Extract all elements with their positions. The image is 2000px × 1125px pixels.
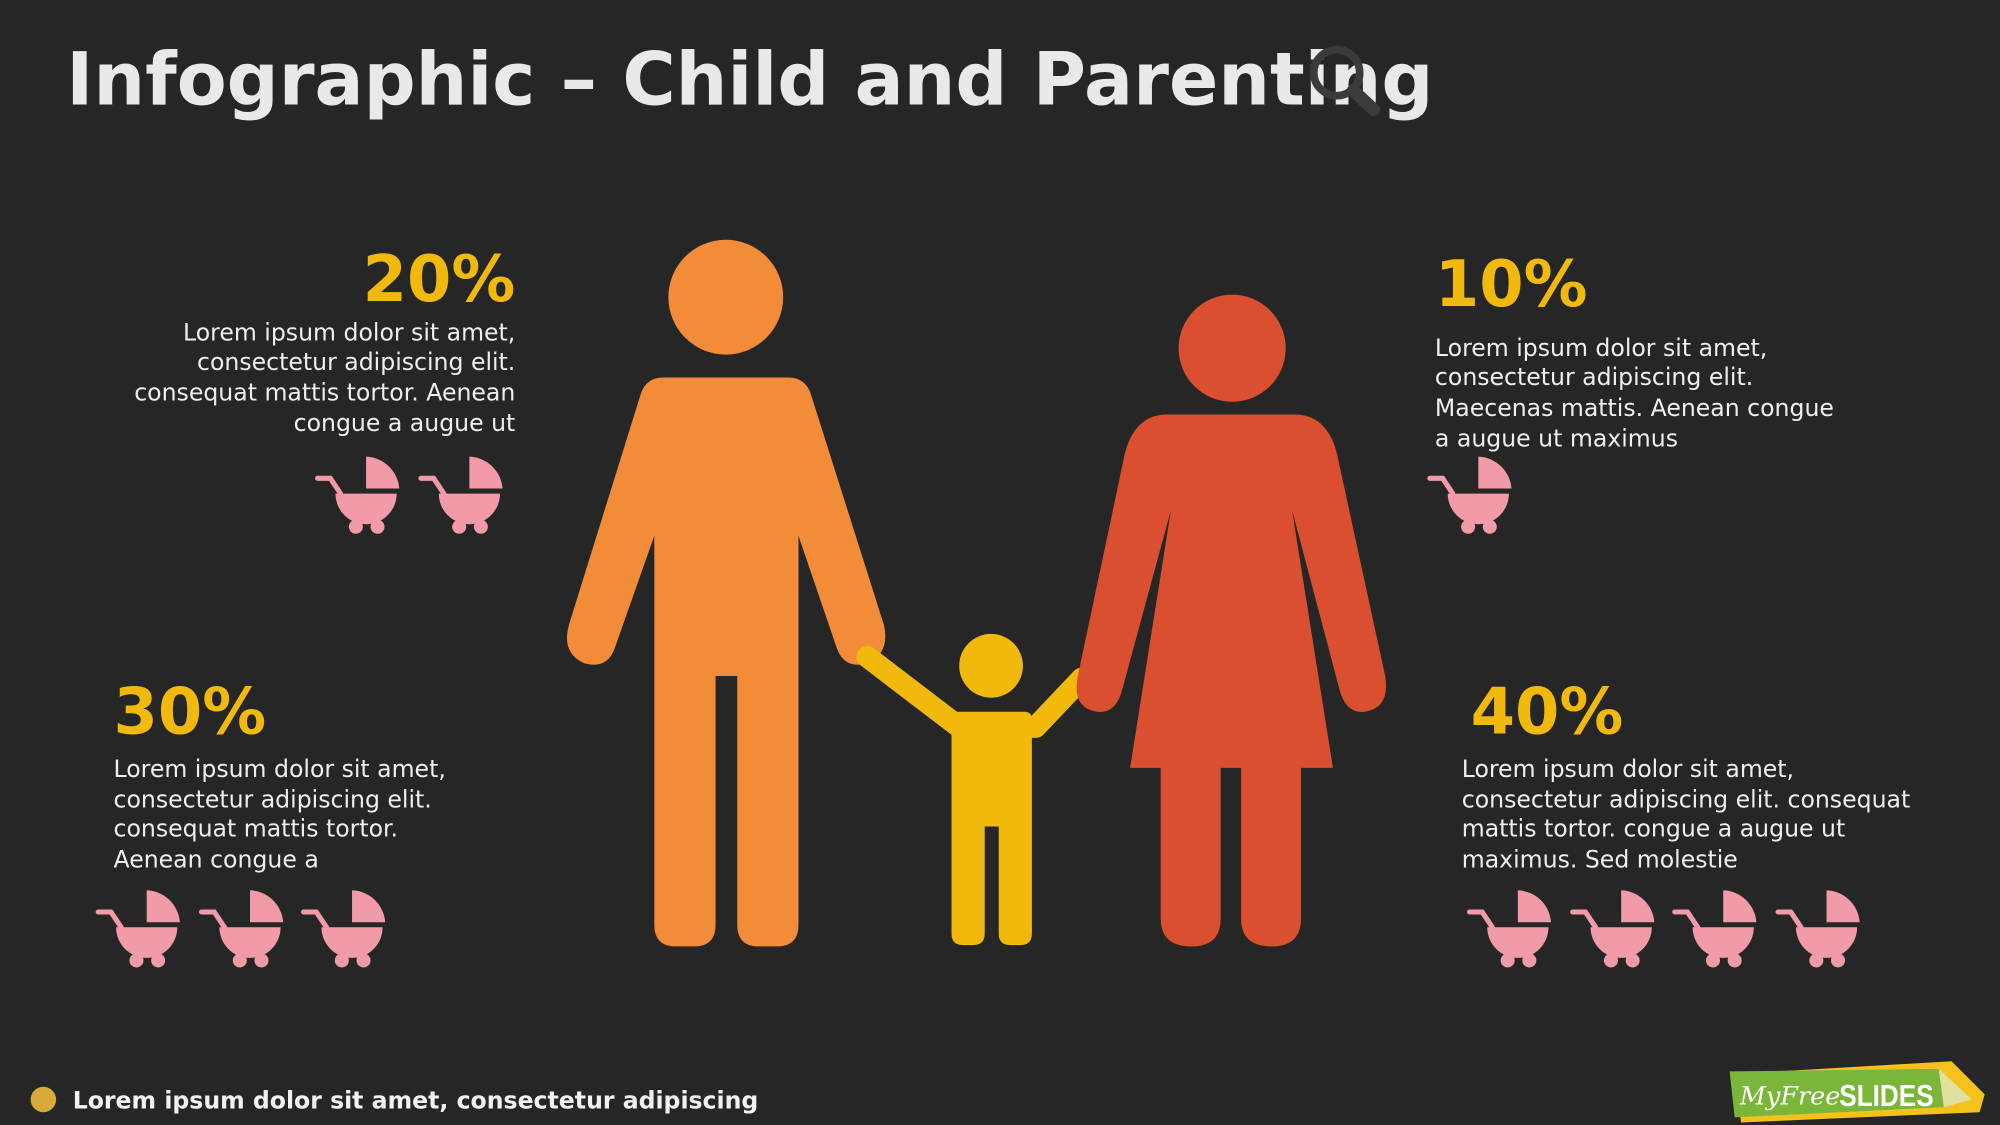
mother-legs: [1160, 765, 1302, 947]
stat-text: Lorem ipsum dolor sit amet,: [114, 755, 446, 783]
stat-text: consectetur adipiscing elit. consequat: [1462, 785, 1910, 813]
logo: MyFree SLIDES: [1729, 1061, 1985, 1123]
father-body: [566, 377, 886, 947]
stat-text: consectetur adipiscing elit.: [197, 348, 515, 376]
stat-text: consectetur adipiscing elit.: [114, 785, 432, 813]
stat-text: Aenean congue a: [114, 845, 319, 873]
stat-text: mattis tortor. congue a augue ut: [1462, 815, 1845, 843]
stat-text: Lorem ipsum dolor sit amet,: [183, 319, 515, 347]
stat-text: Lorem ipsum dolor sit amet,: [1435, 334, 1767, 362]
stat-10: 10% Lorem ipsum dolor sit amet, consecte…: [1435, 248, 1834, 452]
stat-percent: 30%: [114, 675, 267, 749]
mother-head: [1178, 294, 1286, 402]
father-head: [668, 239, 784, 355]
stat-text: consectetur adipiscing elit.: [1435, 363, 1753, 391]
logo-bold: SLIDES: [1839, 1079, 1933, 1113]
search-icon: [1309, 45, 1381, 117]
stat-text: Maecenas mattis. Aenean congue: [1435, 394, 1834, 422]
stat-text: a augue ut maximus: [1435, 424, 1678, 452]
stat-text: consequat mattis tortor.: [114, 815, 399, 843]
mother-body: [1076, 414, 1387, 768]
family-figures: [566, 239, 1387, 947]
stat-text: consequat mattis tortor. Aenean: [134, 379, 515, 407]
child-head: [959, 633, 1023, 698]
stat-percent: 40%: [1471, 675, 1624, 749]
footer-bullet: [30, 1086, 57, 1113]
stat-30: 30% Lorem ipsum dolor sit amet, consecte…: [114, 675, 446, 873]
stat-20: 20% Lorem ipsum dolor sit amet, consecte…: [134, 243, 515, 437]
footer-text: Lorem ipsum dolor sit amet, consectetur …: [73, 1086, 759, 1114]
stat-percent: 20%: [363, 243, 516, 317]
stat-text: maximus. Sed molestie: [1462, 845, 1738, 873]
stat-percent: 10%: [1435, 248, 1588, 322]
title: Infographic – Child and Parenting: [66, 39, 1433, 123]
logo-script: MyFree: [1739, 1082, 1841, 1112]
child-body: [951, 711, 1032, 946]
stat-text: congue a augue ut: [294, 409, 516, 437]
stat-40: 40% Lorem ipsum dolor sit amet, consecte…: [1462, 675, 1910, 873]
stat-text: Lorem ipsum dolor sit amet,: [1462, 755, 1794, 783]
